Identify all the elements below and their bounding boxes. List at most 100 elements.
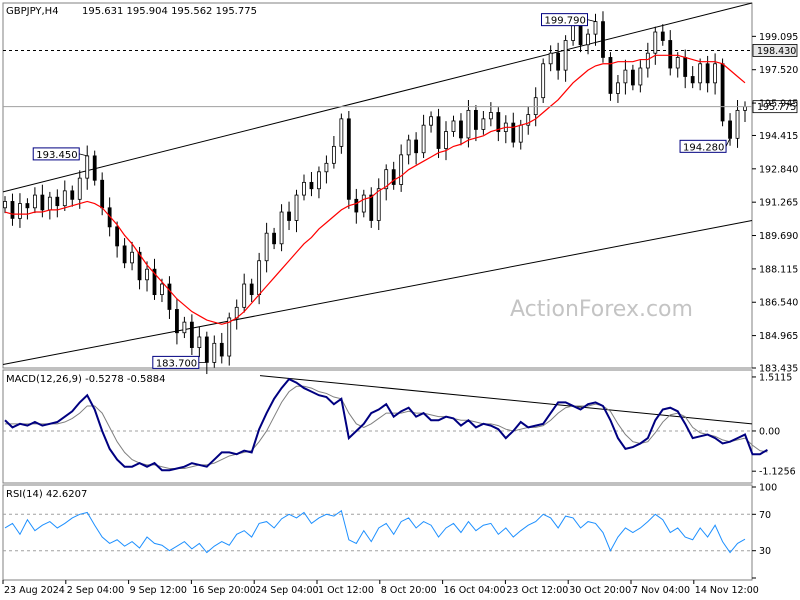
macd-tick-label: -1.1256 bbox=[759, 467, 796, 478]
candle-body bbox=[668, 40, 673, 69]
candle-body bbox=[32, 194, 37, 209]
price-tick-label: 184.965 bbox=[759, 331, 798, 342]
candle-body bbox=[100, 179, 105, 209]
candle-body bbox=[145, 268, 149, 281]
price-tick-label: 192.840 bbox=[759, 164, 798, 175]
price-tick-label: 183.435 bbox=[759, 364, 798, 375]
candle-body bbox=[705, 63, 710, 84]
price-tick-label: 197.520 bbox=[759, 65, 798, 76]
candle-body bbox=[122, 245, 127, 264]
candle-body bbox=[264, 232, 269, 262]
candle-body bbox=[152, 268, 157, 296]
rsi-tick-label: 100 bbox=[759, 483, 777, 494]
price-tick-label: 194.415 bbox=[759, 131, 798, 142]
candle-body bbox=[242, 283, 247, 308]
candle-body bbox=[189, 321, 194, 348]
candle-body bbox=[160, 283, 164, 296]
candle-body bbox=[451, 120, 456, 132]
candle-body bbox=[571, 25, 575, 41]
x-tick-label: 8 Oct 20:00 bbox=[381, 585, 437, 596]
price-level-label: 195.775 bbox=[757, 102, 796, 113]
x-tick-label: 2 Sep 04:00 bbox=[67, 585, 124, 596]
candle-body bbox=[601, 21, 605, 58]
candle-body bbox=[40, 194, 45, 211]
candle-body bbox=[18, 203, 22, 219]
x-tick-label: 23 Aug 2024 bbox=[4, 585, 65, 596]
candle-body bbox=[249, 283, 254, 296]
candle-body bbox=[556, 52, 561, 71]
swing-price-leader bbox=[725, 138, 731, 147]
candle-body bbox=[533, 97, 538, 116]
x-tick-label: 30 Oct 20:00 bbox=[569, 585, 631, 596]
candle-body bbox=[511, 122, 516, 143]
candle-body bbox=[70, 190, 75, 200]
candle-body bbox=[496, 112, 501, 132]
swing-price-label: 194.280 bbox=[683, 142, 724, 153]
candle-body bbox=[130, 251, 134, 264]
price-tick-label: 188.115 bbox=[759, 264, 798, 275]
price-tick-label: 195.945 bbox=[759, 99, 798, 110]
candle-body bbox=[675, 57, 680, 69]
macd-main-line bbox=[4, 377, 768, 472]
candle-body bbox=[384, 169, 389, 190]
candle-body bbox=[421, 124, 426, 154]
candle-body bbox=[302, 181, 306, 196]
candle-body bbox=[459, 120, 463, 139]
moving-average-line bbox=[4, 54, 746, 325]
candle-body bbox=[466, 109, 471, 139]
candle-body bbox=[623, 69, 628, 84]
candle-body bbox=[391, 169, 396, 185]
swing-price-label: 193.450 bbox=[36, 150, 77, 161]
candle-body bbox=[279, 211, 284, 245]
candle-body bbox=[616, 82, 620, 94]
candle-body bbox=[376, 188, 381, 221]
macd-tick-label: 1.5115 bbox=[759, 372, 792, 383]
price-tick-label: 191.265 bbox=[759, 198, 798, 209]
candle-body bbox=[10, 201, 15, 219]
candle-body bbox=[429, 116, 433, 126]
rsi-title: RSI(14) 42.6207 bbox=[6, 489, 87, 500]
candle-body bbox=[55, 196, 60, 207]
candle-body bbox=[586, 33, 590, 46]
candle-body bbox=[638, 67, 643, 86]
candle-body bbox=[317, 171, 321, 190]
candle-body bbox=[77, 177, 82, 200]
price-level-label: 198.430 bbox=[757, 46, 796, 57]
x-tick-label: 16 Oct 04:00 bbox=[444, 585, 506, 596]
macd-panel bbox=[2, 369, 753, 484]
candle-body bbox=[309, 181, 314, 190]
candle-body bbox=[175, 309, 179, 334]
price-level-box bbox=[752, 44, 798, 57]
symbol-label: GBPJPY,H4 bbox=[6, 6, 59, 17]
candle-body bbox=[713, 63, 718, 84]
candle-body bbox=[630, 69, 635, 86]
candle-body bbox=[361, 194, 366, 213]
rsi-panel bbox=[2, 484, 753, 581]
trend-channel-line bbox=[2, 220, 753, 365]
candle-body bbox=[645, 52, 650, 69]
candle-body bbox=[3, 201, 7, 209]
candle-body bbox=[690, 76, 695, 84]
candle-body bbox=[474, 109, 478, 130]
candle-body bbox=[324, 162, 329, 173]
candle-body bbox=[563, 40, 568, 71]
price-level-box bbox=[752, 100, 798, 114]
candle-body bbox=[436, 116, 441, 149]
candle-body bbox=[354, 198, 359, 213]
ohlc-label: 195.631 195.904 195.562 195.775 bbox=[82, 6, 257, 17]
candle-body bbox=[182, 321, 187, 334]
candle-body bbox=[608, 57, 613, 94]
candle-body bbox=[683, 57, 688, 77]
candle-body bbox=[227, 317, 232, 357]
candle-body bbox=[92, 155, 97, 181]
rsi-line bbox=[4, 509, 746, 554]
candle-body bbox=[369, 194, 374, 221]
price-tick-label: 199.095 bbox=[759, 32, 798, 43]
candle-body bbox=[414, 139, 419, 154]
x-tick-label: 14 Nov 12:00 bbox=[695, 585, 759, 596]
candle-body bbox=[578, 25, 583, 46]
price-panel bbox=[2, 2, 753, 369]
candle-body bbox=[518, 124, 523, 143]
candle-body bbox=[735, 109, 740, 139]
candle-body bbox=[488, 112, 493, 120]
